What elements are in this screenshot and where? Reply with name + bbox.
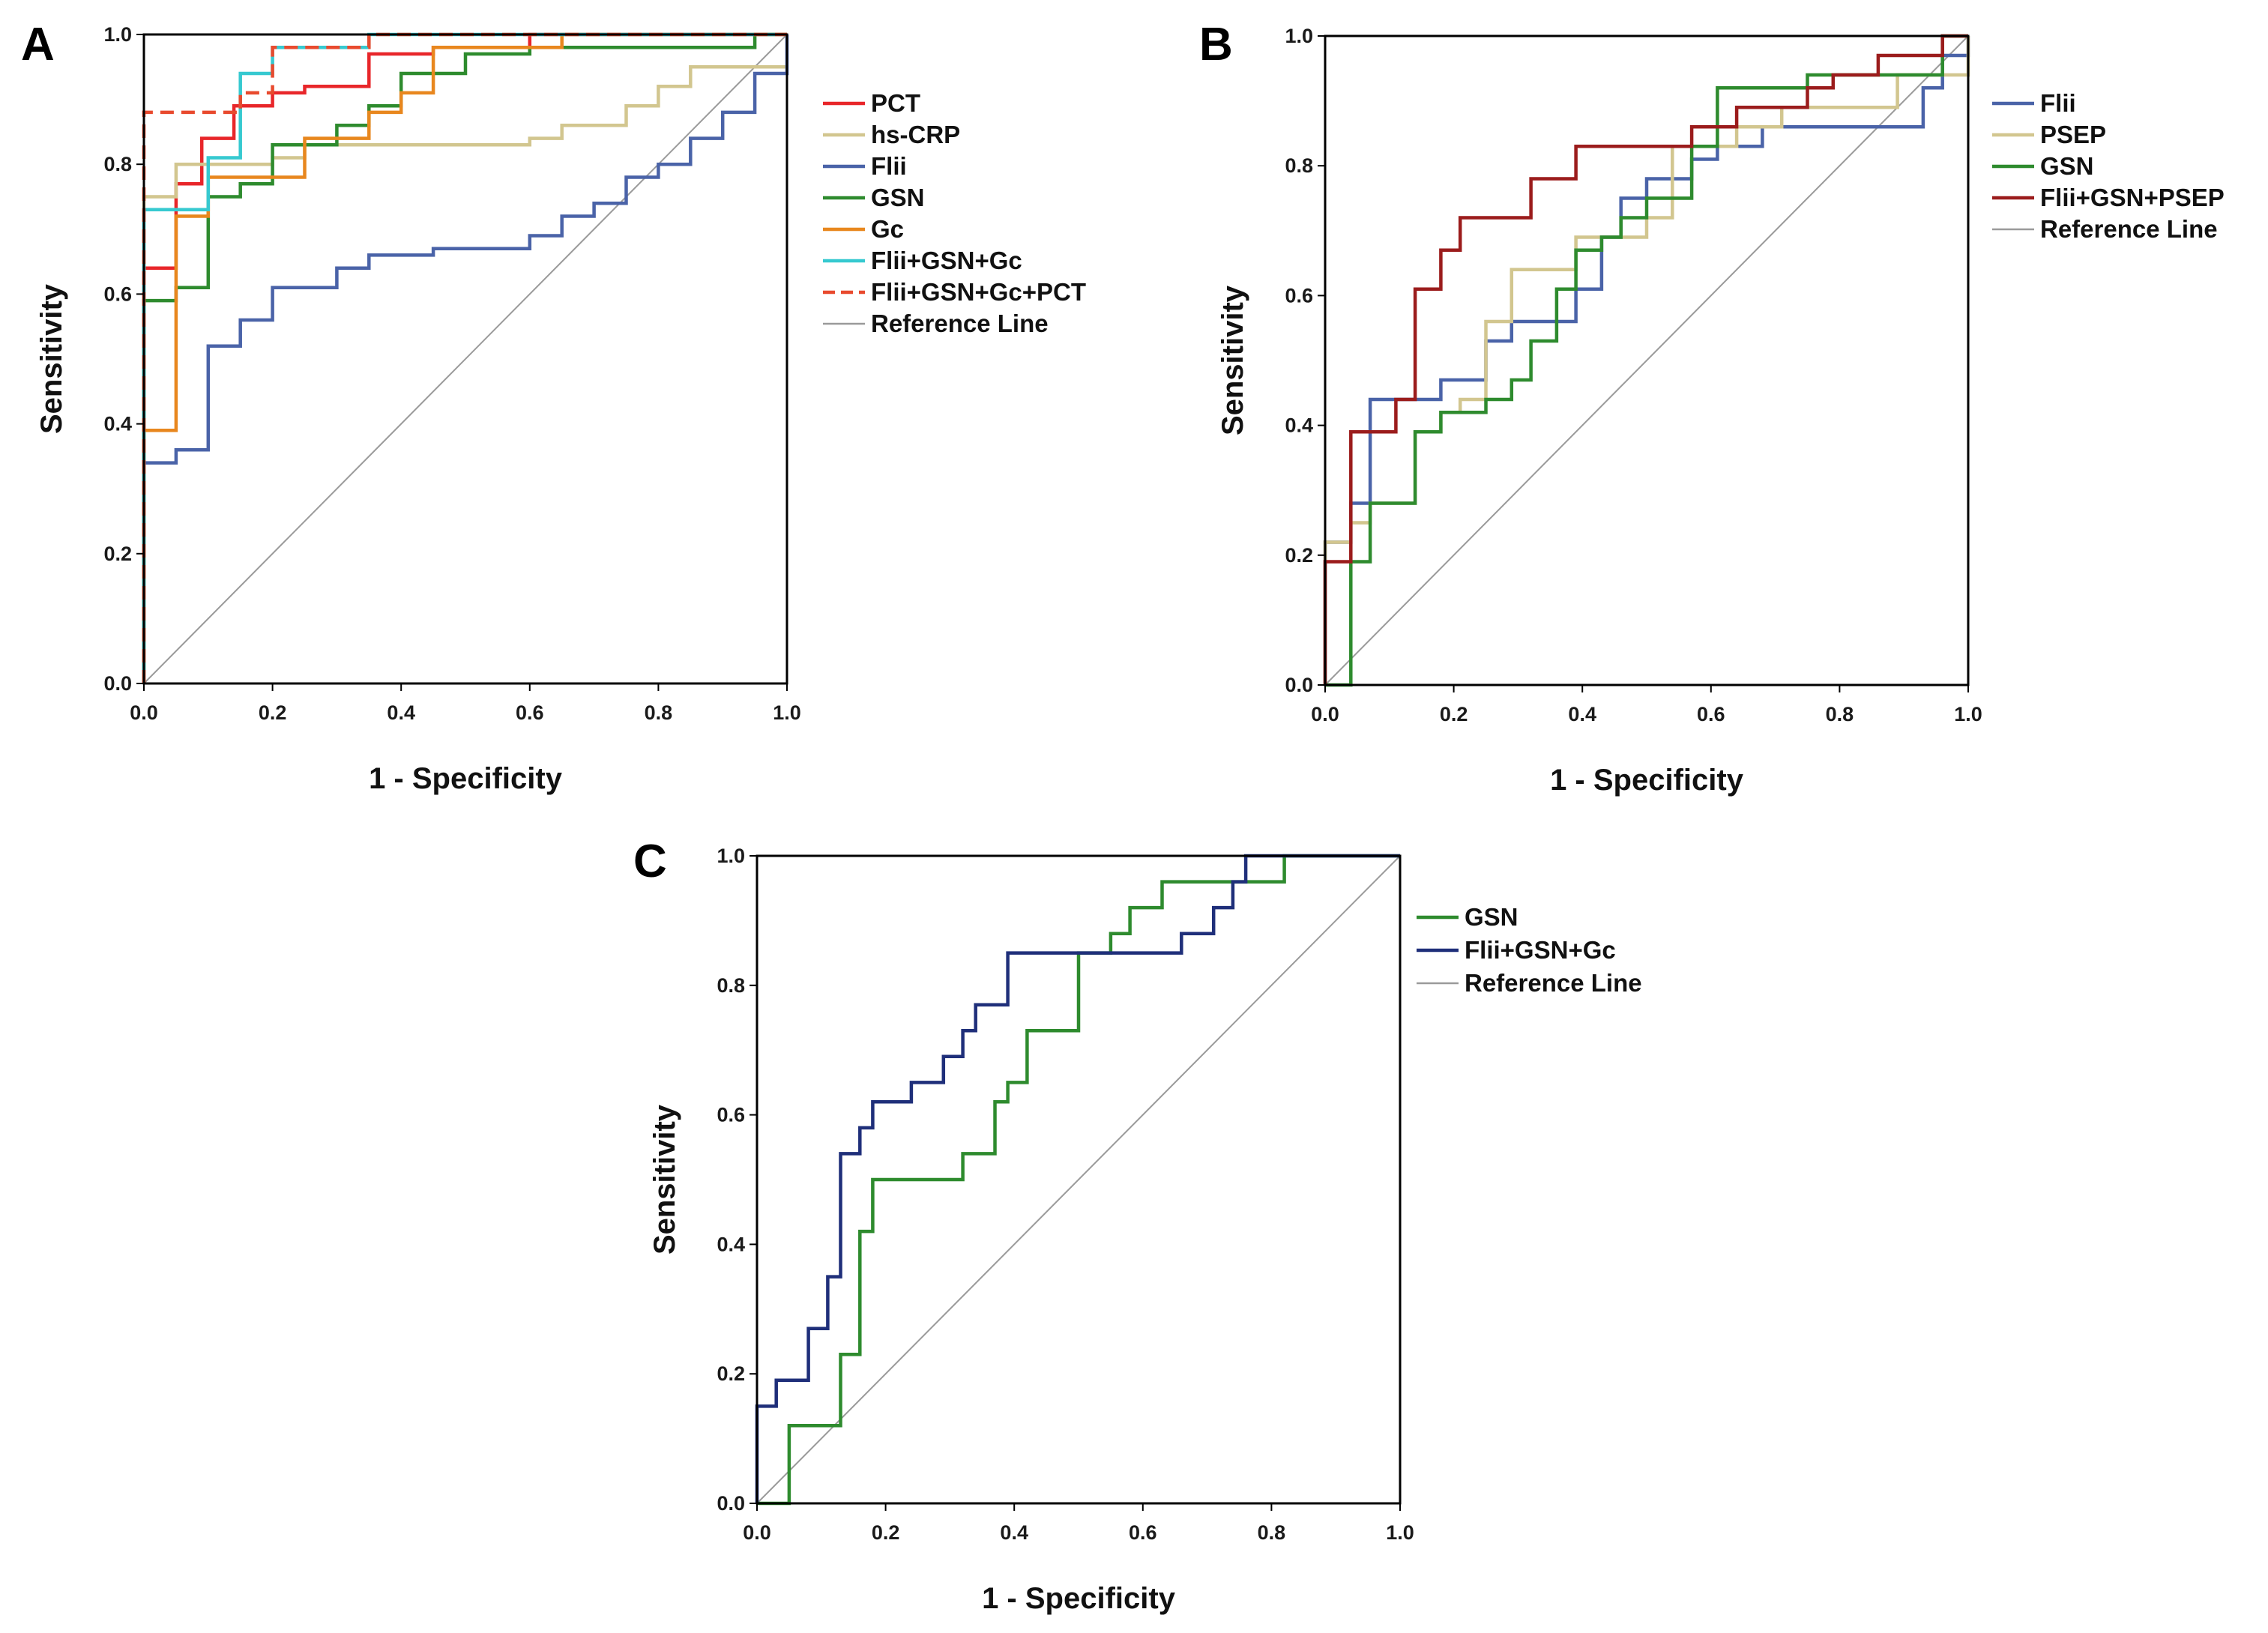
series-line-a-hs-crp: [142, 65, 787, 683]
y-axis-title-a: Sensitivity: [35, 283, 68, 434]
x-tick-label-c: 1.0: [1386, 1521, 1414, 1544]
y-tick-label-a: 0.8: [103, 153, 132, 175]
x-tick-label-c: 0.0: [743, 1521, 771, 1544]
plot-frame-a: [142, 33, 788, 685]
series-line-c-flii-plus-gsn-plus-gc: [755, 854, 1400, 1503]
legend-label-b-reference-line: Reference Line: [2040, 215, 2218, 243]
legend-label-a-pct: PCT: [871, 89, 920, 117]
legend-label-b-flii: Flii: [2040, 89, 2076, 117]
panel-b: B 0.0 0.2 0.4 0.6 0.8 1.0 0.0 0.2 0.4 0.6 0.8 1.0 1 …: [1199, 19, 2225, 797]
reference-line-c: [756, 855, 1401, 1504]
y-tick-label-c: 0.2: [717, 1362, 745, 1385]
panel-c: C 0.0 0.2 0.4 0.6 0.8 1.0 0.0 0.2 0.4 0.6 0.8 1.0 1 …: [633, 836, 1642, 1615]
legend-label-b-psep: PSEP: [2040, 121, 2106, 148]
y-tick-label-a: 0.2: [103, 543, 132, 565]
series-line-b-flii-plus-gsn-plus-psep: [1323, 34, 1968, 685]
panel-a: A 0.0 0.2 0.4 0.6 0.8 1.0 0.0 0.2 0.4 0.6 0.8 1.0 1 …: [21, 19, 1086, 795]
plot-area-a: 0.0 0.2 0.4 0.6 0.8 1.0 0.0 0.2 0.4 0.6 0.8 1.0 1 - …: [35, 23, 801, 795]
legend-label-a-gsn: GSN: [871, 184, 925, 211]
x-tick-label-c: 0.6: [1129, 1521, 1157, 1544]
x-tick-label-b: 0.4: [1568, 703, 1596, 725]
panel-letter-a: A: [21, 19, 55, 70]
panel-letter-b: B: [1199, 19, 1233, 70]
legend-label-a-flii-plus-gsn-plus-gc-plus-pct: Flii+GSN+Gc+PCT: [871, 278, 1086, 306]
y-tick-label-b: 0.2: [1285, 544, 1313, 567]
legend-label-c-reference-line: Reference Line: [1465, 969, 1642, 997]
y-tick-label-c: 1.0: [717, 845, 745, 867]
series-line-a-flii-plus-gsn-plus-gc-plus-pct: [142, 32, 787, 683]
x-axis-title-b: 1 - Specificity: [1550, 764, 1744, 797]
legend-label-a-flii: Flii: [871, 152, 907, 180]
x-tick-label-a: 0.8: [645, 701, 673, 724]
legend-label-b-flii-plus-gsn-plus-psep: Flii+GSN+PSEP: [2040, 184, 2225, 211]
series-line-a-flii: [142, 34, 789, 683]
plot-frame-c: [756, 854, 1402, 1505]
y-tick-label-c: 0.6: [717, 1104, 745, 1126]
series-line-b-gsn: [1325, 34, 1968, 687]
y-tick-label-c: 0.8: [717, 974, 745, 997]
x-tick-label-b: 0.0: [1311, 703, 1339, 725]
x-tick-label-a: 0.0: [130, 701, 158, 724]
x-axis-title-a: 1 - Specificity: [369, 762, 563, 795]
y-tick-label-c: 0.0: [717, 1492, 745, 1515]
x-tick-label-b: 0.8: [1826, 703, 1854, 725]
x-tick-label-a: 1.0: [773, 701, 801, 724]
series-line-a-gc: [142, 32, 787, 683]
y-tick-label-b: 0.6: [1285, 284, 1313, 307]
legend-label-a-reference-line: Reference Line: [871, 310, 1049, 337]
x-tick-label-c: 0.8: [1258, 1521, 1286, 1544]
legend-label-c-flii-plus-gsn-plus-gc: Flii+GSN+Gc: [1465, 936, 1616, 964]
series-line-c-gsn: [757, 854, 1400, 1506]
reference-line-b: [1324, 35, 1969, 686]
panel-letter-c: C: [633, 836, 667, 887]
y-tick-label-a: 0.4: [103, 413, 132, 435]
x-tick-label-b: 0.6: [1697, 703, 1725, 725]
plot-area-b: 0.0 0.2 0.4 0.6 0.8 1.0 0.0 0.2 0.4 0.6 0.8 1.0 1 - …: [1216, 25, 1982, 797]
y-axis-title-b: Sensitivity: [1216, 285, 1249, 435]
legend-label-a-gc: Gc: [871, 215, 904, 243]
y-tick-label-a: 0.6: [103, 283, 132, 305]
plot-area-c: 0.0 0.2 0.4 0.6 0.8 1.0 0.0 0.2 0.4 0.6 0.8 1.0 1 - …: [648, 845, 1414, 1615]
plot-frame-b: [1324, 34, 1970, 686]
x-tick-label-b: 1.0: [1954, 703, 1982, 725]
legend-label-a-flii-plus-gsn-plus-gc: Flii+GSN+Gc: [871, 247, 1022, 274]
series-line-a-gsn: [142, 32, 787, 683]
legend-c: GSN Flii+GSN+Gc Reference Line: [1417, 903, 1642, 997]
legend-label-b-gsn: GSN: [2040, 152, 2094, 180]
y-tick-label-b: 1.0: [1285, 25, 1313, 47]
x-tick-label-a: 0.6: [516, 701, 544, 724]
y-tick-label-b: 0.4: [1285, 414, 1313, 437]
x-tick-label-c: 0.2: [872, 1521, 900, 1544]
y-tick-label-c: 0.4: [717, 1233, 745, 1255]
legend-label-c-gsn: GSN: [1465, 903, 1518, 931]
legend-a: PCT hs-CRP Flii GSN Gc Flii+GSN+Gc Flii+GSN+Gc…: [823, 89, 1086, 337]
legend-b: Flii PSEP GSN Flii+GSN+PSEP Reference Line: [1992, 89, 2225, 243]
y-tick-label-a: 1.0: [103, 23, 132, 46]
x-tick-label-b: 0.2: [1440, 703, 1468, 725]
y-axis-title-c: Sensitivity: [648, 1104, 681, 1255]
x-axis-title-c: 1 - Specificity: [982, 1582, 1176, 1615]
y-tick-label-a: 0.0: [103, 672, 132, 695]
y-tick-label-b: 0.0: [1285, 674, 1313, 696]
y-tick-label-b: 0.8: [1285, 154, 1313, 177]
x-tick-label-c: 0.4: [1000, 1521, 1028, 1544]
legend-label-a-hs-crp: hs-CRP: [871, 121, 960, 148]
reference-line-a: [143, 34, 788, 684]
x-tick-label-a: 0.2: [259, 701, 287, 724]
x-tick-label-a: 0.4: [387, 701, 415, 724]
